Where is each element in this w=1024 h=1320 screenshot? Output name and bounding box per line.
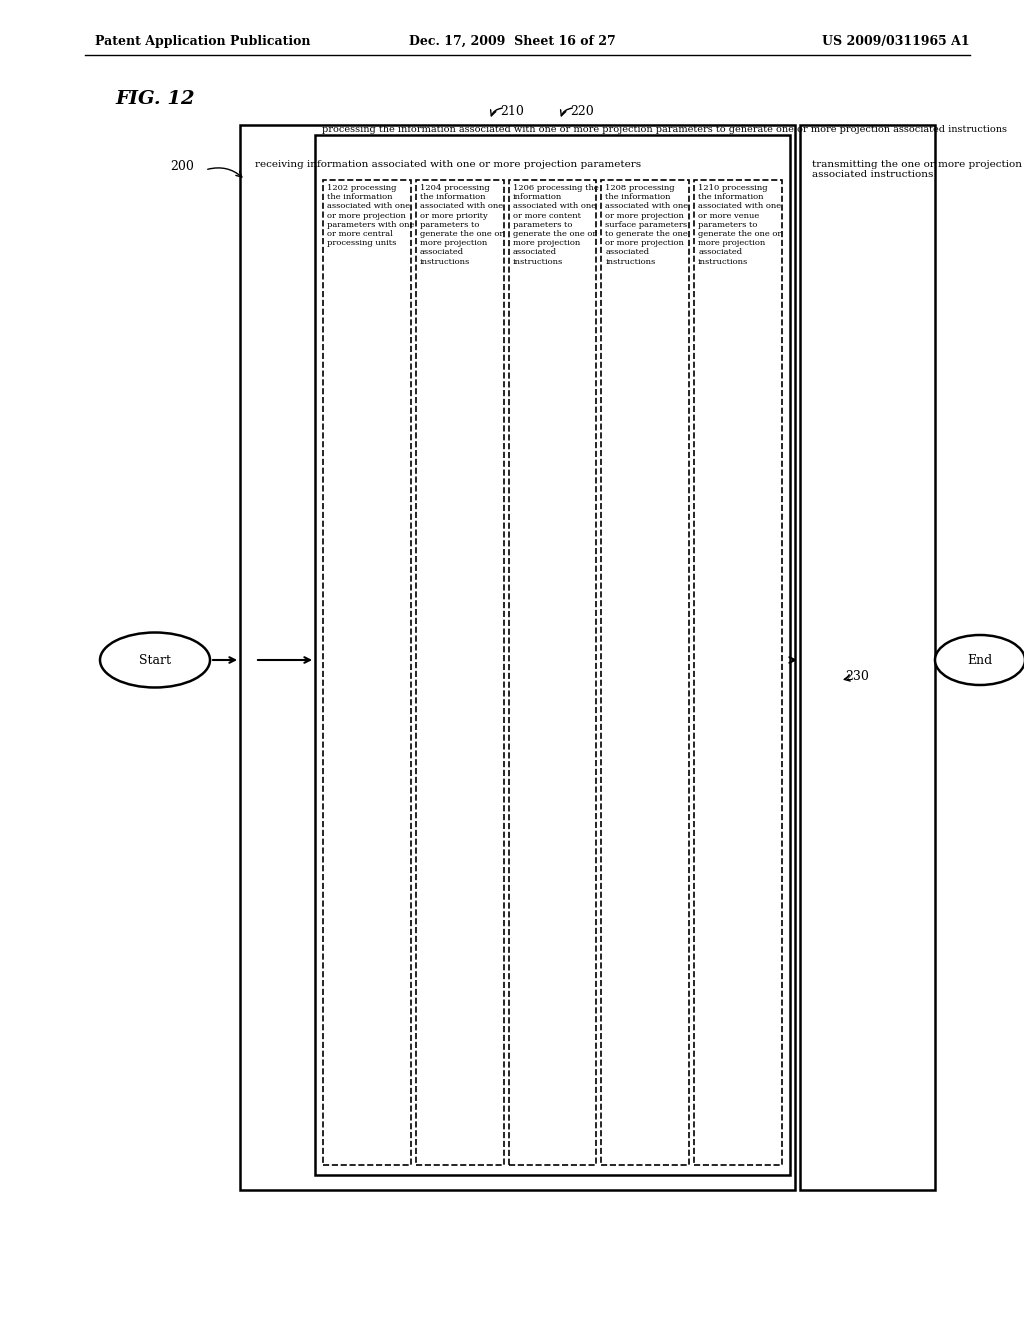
Text: Dec. 17, 2009  Sheet 16 of 27: Dec. 17, 2009 Sheet 16 of 27 <box>409 36 615 48</box>
Text: FIG. 12: FIG. 12 <box>115 90 195 108</box>
Text: 200: 200 <box>170 160 194 173</box>
Ellipse shape <box>935 635 1024 685</box>
Text: 1208 processing
the information
associated with one
or more projection
surface p: 1208 processing the information associat… <box>605 183 688 265</box>
Bar <box>509 180 596 1166</box>
Bar <box>323 180 411 1166</box>
Bar <box>800 125 935 1191</box>
Ellipse shape <box>100 632 210 688</box>
Text: End: End <box>968 653 992 667</box>
Bar <box>601 180 689 1166</box>
Text: 1204 processing
the information
associated with one
or more priority
parameters : 1204 processing the information associat… <box>420 183 503 265</box>
Bar <box>694 180 782 1166</box>
Text: 1210 processing
the information
associated with one
or more venue
parameters to
: 1210 processing the information associat… <box>698 183 781 265</box>
Text: 210: 210 <box>500 106 524 117</box>
Text: 230: 230 <box>845 671 869 682</box>
Text: receiving information associated with one or more projection parameters: receiving information associated with on… <box>255 160 641 169</box>
Text: Patent Application Publication: Patent Application Publication <box>95 36 310 48</box>
Text: US 2009/0311965 A1: US 2009/0311965 A1 <box>822 36 970 48</box>
Text: 1206 processing the
information
associated with one
or more content
parameters t: 1206 processing the information associat… <box>513 183 598 265</box>
Bar <box>416 180 504 1166</box>
Text: processing the information associated with one or more projection parameters to : processing the information associated wi… <box>322 125 1007 135</box>
Bar <box>240 125 795 1191</box>
Bar <box>315 135 790 1175</box>
Text: 220: 220 <box>570 106 594 117</box>
Text: Start: Start <box>139 653 171 667</box>
Text: 1202 processing
the information
associated with one
or more projection
parameter: 1202 processing the information associat… <box>327 183 415 247</box>
Text: transmitting the one or more projection associated instructions: transmitting the one or more projection … <box>812 160 1022 180</box>
